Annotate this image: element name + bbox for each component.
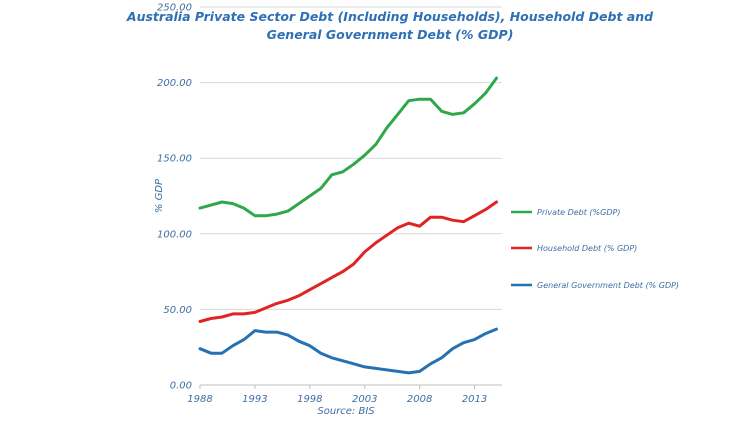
grid-lines [200, 6, 502, 386]
y-tick-label: 200.00 [157, 78, 192, 89]
series-line [198, 200, 498, 323]
series-lines [198, 76, 498, 375]
series-line [198, 76, 498, 218]
legend-label: Private Debt (%GDP) [537, 208, 620, 217]
y-tick-label: 50.00 [163, 305, 192, 316]
source-label: Source: BIS [317, 406, 375, 417]
y-tick-label: 0.00 [170, 381, 192, 392]
y-tick-label: 250.00 [157, 3, 192, 14]
y-tick-label: 100.00 [157, 229, 192, 240]
chart-title-line-1: Australia Private Sector Debt (Including… [126, 9, 654, 24]
x-tick-label: 1993 [242, 394, 267, 405]
series-line [198, 327, 498, 375]
x-tick-label: 1998 [297, 394, 322, 405]
x-tick-label: 2003 [352, 394, 377, 405]
y-axis-title: % GDP [154, 178, 165, 213]
legend-label: Household Debt (% GDP) [537, 244, 637, 253]
x-tick-label: 1988 [187, 394, 212, 405]
y-tick-label: 150.00 [157, 154, 192, 165]
x-tick-label: 2013 [462, 394, 487, 405]
chart-title-line-2: General Government Debt (% GDP) [267, 27, 514, 42]
y-axis-tick-labels: 0.00 50.00 100.00 150.00 200.00 250.00 [157, 3, 192, 392]
x-axis-tick-labels: 1988 1993 1998 2003 2008 2013 [187, 385, 487, 405]
legend: Private Debt (%GDP) Household Debt (% GDP… [511, 208, 679, 290]
legend-label: General Government Debt (% GDP) [537, 281, 679, 290]
x-tick-label: 2008 [407, 394, 432, 405]
